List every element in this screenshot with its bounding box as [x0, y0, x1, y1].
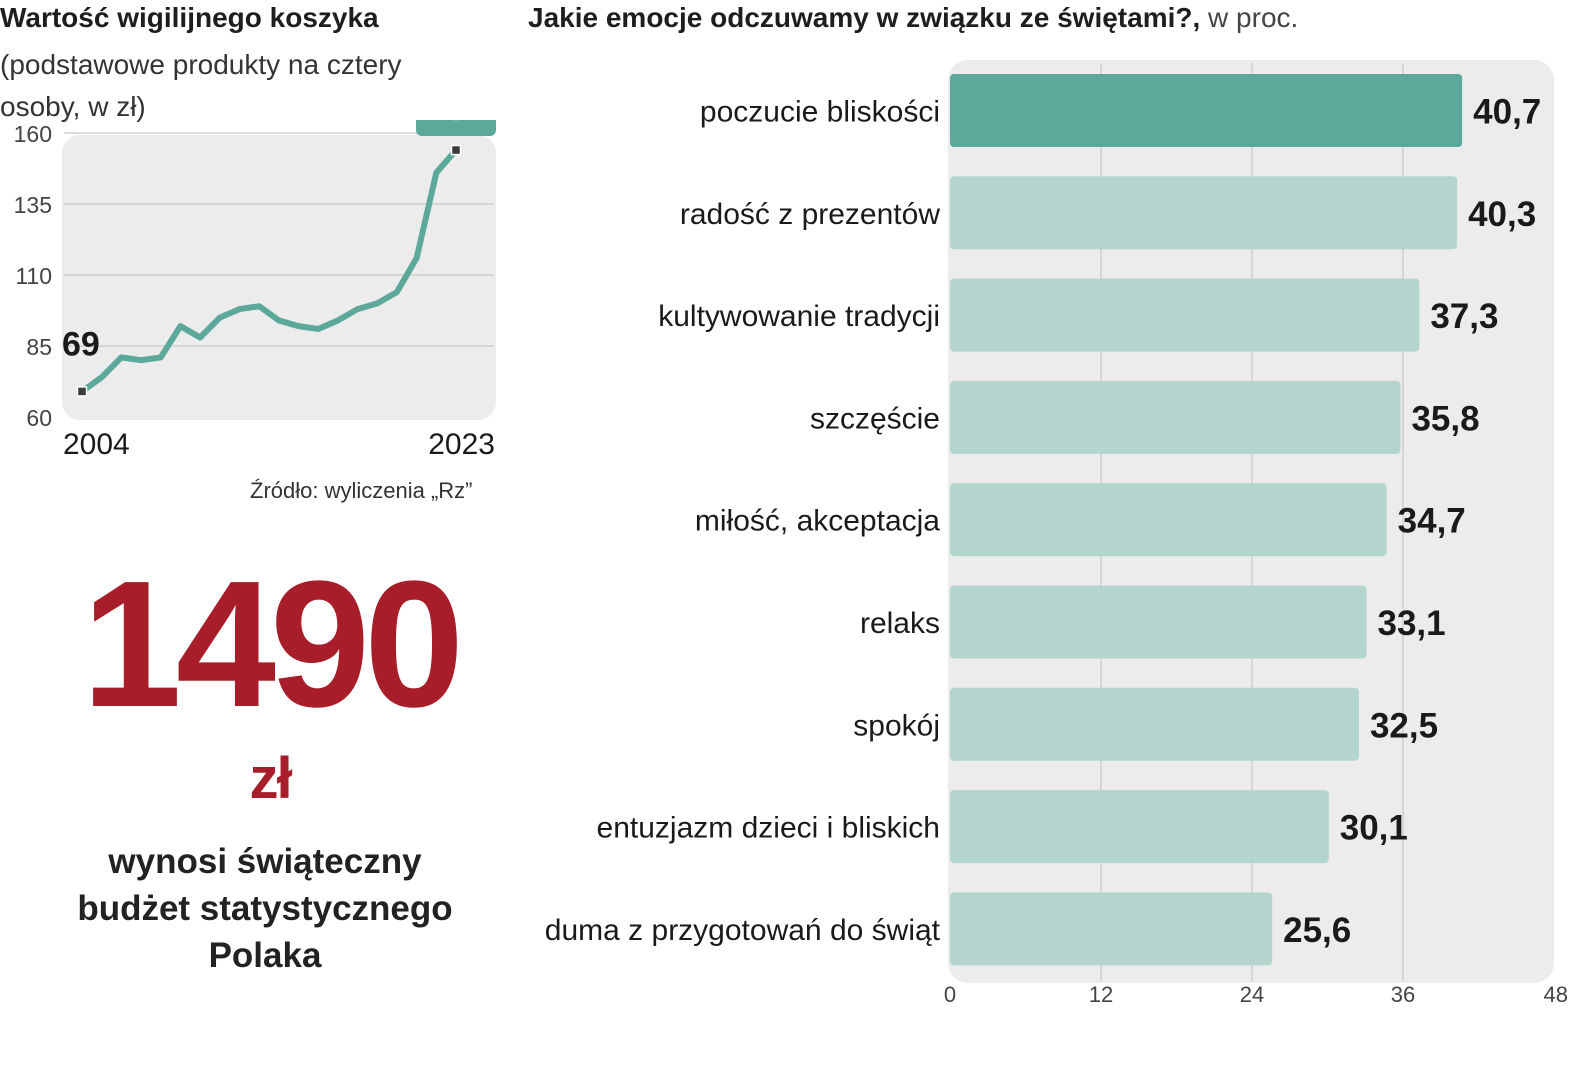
x-tick-label: 24 — [1240, 982, 1264, 1007]
y-tick-label: 160 — [14, 121, 52, 147]
bar — [950, 892, 1273, 966]
line-chart-title: Wartość wigilijnego koszyka — [0, 2, 379, 33]
bar-value-label: 32,5 — [1370, 706, 1438, 745]
line-series-basket-value — [79, 147, 459, 395]
bar-chart-title-main: Jakie emocje odczuwamy w związku ze świę… — [528, 2, 1201, 33]
bar — [950, 687, 1359, 761]
bar-value-label: 35,8 — [1411, 399, 1479, 438]
x-tick-label-2004: 2004 — [63, 428, 130, 461]
y-tick-label: 85 — [26, 334, 52, 360]
category-label: duma z przygotowań do świąt — [545, 914, 941, 947]
line-last-point — [450, 144, 462, 156]
bar — [950, 176, 1458, 250]
category-label: kultywowanie tradycji — [658, 300, 940, 333]
line-chart: 160 135 110 85 60 69 154 2004 2023 — [14, 120, 496, 461]
x-tick-label-2023: 2023 — [428, 428, 495, 461]
budget-caption: wynosi świąteczny budżet statystycznego … — [77, 842, 453, 975]
bar-value-label: 30,1 — [1340, 809, 1408, 848]
category-label: miłość, akceptacja — [695, 505, 940, 538]
bar-value-label: 34,7 — [1398, 502, 1466, 541]
bar-value-label: 40,3 — [1468, 195, 1536, 234]
category-label: radość z prezentów — [680, 198, 940, 231]
line-last-value-label: 154 — [428, 120, 485, 128]
bar — [950, 483, 1387, 557]
bar — [950, 74, 1463, 147]
y-tick-label: 135 — [14, 192, 52, 218]
bar — [950, 380, 1401, 454]
category-label: relaks — [860, 607, 940, 640]
x-tick-label: 0 — [944, 982, 956, 1007]
x-tick-label: 36 — [1391, 982, 1415, 1007]
y-tick-label: 60 — [26, 405, 52, 431]
bar-chart-title-unit: w proc. — [1200, 2, 1299, 33]
category-label: poczucie bliskości — [700, 96, 940, 129]
y-tick-label: 110 — [15, 263, 52, 289]
x-tick-label: 12 — [1089, 982, 1113, 1007]
budget-big-number: 1490 — [81, 544, 464, 745]
bar-chart-title: Jakie emocje odczuwamy w związku ze świę… — [528, 2, 1298, 34]
bar-value-label: 37,3 — [1430, 297, 1498, 336]
x-tick-label: 48 — [1544, 982, 1568, 1007]
line-first-point — [76, 386, 88, 397]
bar-value-label: 25,6 — [1283, 911, 1351, 950]
bar — [950, 278, 1420, 352]
bar — [950, 585, 1367, 659]
category-label: entuzjazm dzieci i bliskich — [597, 812, 940, 845]
budget-currency-unit: zł — [249, 746, 292, 811]
bar-value-label: 40,7 — [1473, 93, 1541, 132]
source-note: Źródło: wyliczenia „Rz” — [250, 478, 473, 503]
line-first-value-label: 69 — [62, 325, 100, 363]
bar-chart: poczucie bliskości 40,7 radość z prezentów… — [545, 60, 1568, 1007]
category-label: spokój — [853, 709, 940, 742]
line-plot-background — [62, 135, 496, 420]
bar — [950, 790, 1329, 864]
line-chart-subtitle: (podstawowe produkty na cztery osoby, w … — [0, 49, 402, 122]
line-last-value-bubble — [416, 120, 496, 137]
category-label: szczęście — [810, 402, 940, 435]
bar-value-label: 33,1 — [1378, 604, 1446, 643]
